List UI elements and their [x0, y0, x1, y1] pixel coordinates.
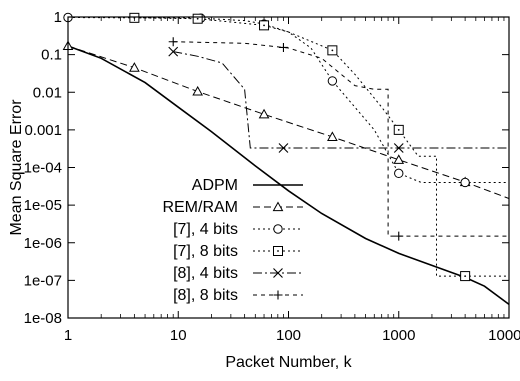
legend-sample-marker: [273, 268, 283, 278]
y-tick-label: 1e-05: [24, 197, 62, 214]
legend: ADPM REM/RAM [7], 4 bits [7], 8 bits [8], 4 …: [162, 177, 303, 304]
series-marker-5: [278, 42, 288, 52]
legend-sample-marker: [273, 290, 283, 300]
series-line-0: [67, 45, 510, 306]
series-marker-5: [394, 231, 404, 241]
x-tick-label: 1000: [382, 327, 415, 344]
legend-sample-marker: [273, 224, 283, 234]
legend-sample-marker: [273, 246, 283, 256]
x-tick-label: 10: [170, 327, 187, 344]
y-tick-label: 1e-06: [24, 235, 62, 252]
series-marker-1: [393, 154, 405, 164]
legend-entry: [8], 4 bits: [173, 265, 303, 282]
series-line-1: [67, 45, 510, 199]
y-tick-label: 0.1: [41, 47, 62, 64]
y-tick-label: 0.01: [33, 84, 62, 101]
legend-label: [7], 8 bits: [173, 243, 238, 260]
series-marker-1: [327, 131, 338, 142]
series-marker-4: [168, 46, 179, 57]
y-tick-label: 1: [54, 9, 62, 26]
x-tick-label: 1: [64, 327, 72, 344]
series-marker-3: [327, 45, 338, 56]
x-axis-label: Packet Number, k: [225, 354, 352, 371]
series-marker-3: [460, 271, 471, 282]
series-marker-1: [258, 108, 270, 119]
legend-entry: REM/RAM: [162, 199, 303, 216]
legend-entry: [7], 4 bits: [173, 221, 303, 238]
plot-markers: [62, 12, 471, 282]
legend-label: [8], 8 bits: [173, 287, 238, 304]
series-marker-4: [393, 143, 404, 153]
series-line-4: [173, 51, 509, 149]
legend-entry: [7], 8 bits: [173, 243, 303, 260]
series-marker-2: [394, 168, 404, 179]
axis-ticks: 1 10 100 1000 10000 1 0.1 0.01 0.001 1e-04 1e-05 1e…: [24, 9, 520, 344]
series-line-2: [67, 17, 509, 183]
legend-label: [8], 4 bits: [173, 265, 238, 282]
legend-label: REM/RAM: [162, 199, 238, 216]
x-tick-label: 10000: [488, 327, 520, 344]
x-tick-label: 100: [276, 327, 301, 344]
y-tick-label: 0.001: [24, 122, 62, 139]
series-marker-2: [460, 177, 470, 188]
series-marker-1: [129, 62, 140, 72]
y-tick-label: 1e-08: [24, 310, 62, 327]
legend-sample-marker: [272, 201, 284, 212]
series-marker-1: [192, 85, 204, 96]
series-marker-3: [259, 20, 270, 31]
y-axis-label: Mean Square Error: [8, 99, 25, 236]
series-marker-5: [168, 37, 178, 47]
legend-entry: ADPM: [192, 177, 303, 194]
y-tick-label: 1e-07: [24, 272, 62, 289]
series-line-5: [173, 41, 509, 237]
legend-entry: [8], 8 bits: [173, 287, 303, 304]
series-marker-4: [278, 143, 289, 153]
series-marker-2: [327, 76, 338, 86]
legend-label: [7], 4 bits: [173, 221, 238, 238]
series-marker-3: [393, 124, 404, 135]
series-marker-3: [192, 13, 203, 24]
plot-lines: [67, 17, 510, 306]
y-tick-label: 1e-04: [24, 160, 62, 177]
legend-label: ADPM: [192, 177, 238, 194]
